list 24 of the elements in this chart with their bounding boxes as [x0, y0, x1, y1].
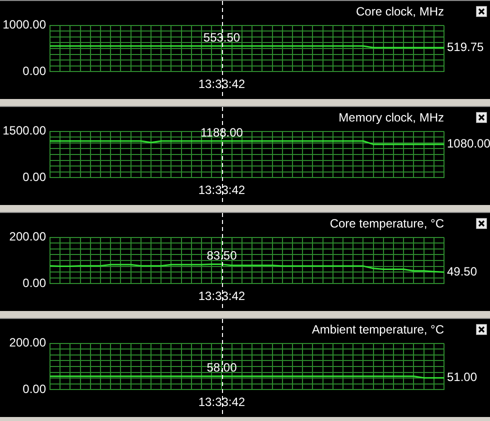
text: 49.50 [447, 264, 478, 278]
x-tick-label: 13:33:42 [198, 77, 246, 92]
y-tick-label: 200.00 [9, 336, 46, 350]
chart-title: Ambient temperature, °C [312, 322, 444, 337]
y-tick-label: 0.00 [22, 170, 46, 184]
text: 1080.00 [447, 136, 490, 151]
chart-title: Memory clock, MHz [338, 110, 444, 125]
x-tick-label: 13:33:42 [198, 395, 246, 410]
x-tick-label: 13:33:42 [198, 183, 246, 198]
annotation: 83.50 [206, 248, 238, 263]
y-tick-label: 200.00 [9, 230, 46, 244]
annotation: 1188.00 [200, 125, 244, 140]
y-tick-label: 0.00 [22, 276, 46, 290]
chart-title: Core temperature, °C [330, 216, 444, 231]
y-tick-label: 0.00 [22, 382, 46, 396]
text: 519.75 [447, 40, 484, 54]
annotation: 553.50 [203, 30, 240, 44]
y-tick-label: 1000.00 [2, 18, 46, 32]
chart-title: Core clock, MHz [356, 4, 444, 19]
annotation: 58.00 [206, 360, 238, 375]
text: 51.00 [447, 370, 478, 384]
y-tick-label: 0.00 [22, 64, 46, 78]
x-tick-label: 13:33:42 [198, 289, 246, 304]
y-tick-label: 1500.00 [2, 124, 46, 138]
